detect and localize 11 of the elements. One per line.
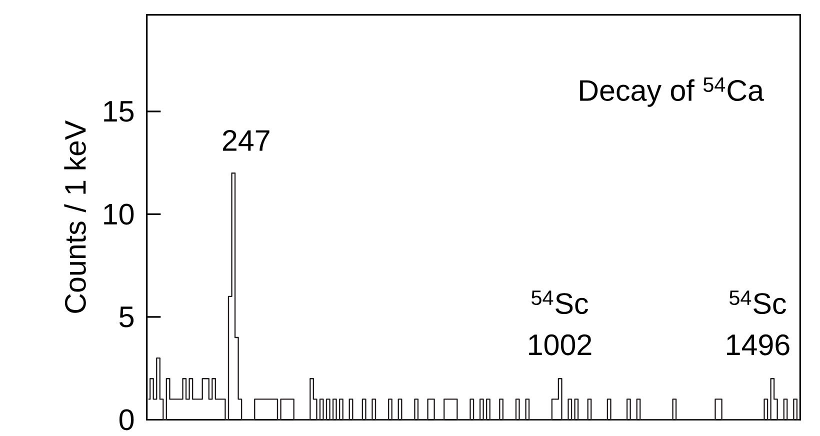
annotation: 247 bbox=[222, 130, 270, 151]
y-tick-label: 10 bbox=[104, 204, 134, 225]
annotation: $^{54}$Sc bbox=[532, 290, 588, 314]
annotation: 1496 bbox=[727, 334, 790, 356]
annotation: $^{54}$Sc bbox=[730, 290, 786, 314]
y-axis-title: Counts / 1 keV bbox=[64, 120, 86, 314]
y-tick-label: 0 bbox=[119, 409, 134, 430]
annotation: 1002 bbox=[529, 334, 592, 356]
text: Decay of $^{54}$Ca bbox=[580, 78, 764, 108]
y-tick-label: 5 bbox=[120, 306, 134, 328]
y-tick-label: 15 bbox=[104, 101, 134, 122]
